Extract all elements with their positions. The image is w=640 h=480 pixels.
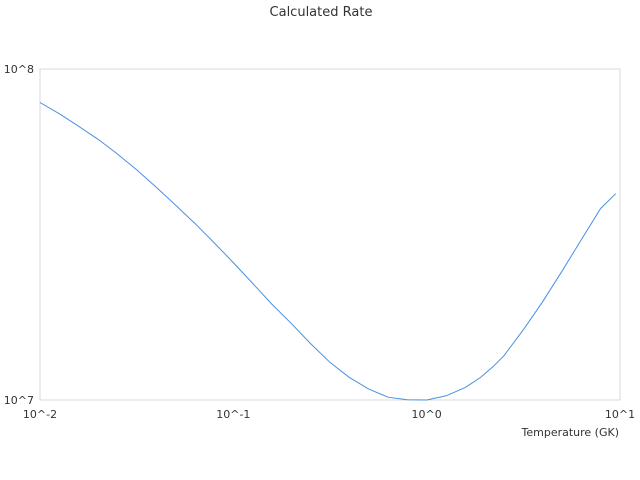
x-axis-ticks: 10^-2 10^-1 10^0 10^1 xyxy=(23,408,635,421)
chart-title: Calculated Rate xyxy=(270,5,373,20)
x-tick-label: 10^-2 xyxy=(23,408,57,421)
series-line xyxy=(39,102,617,401)
y-axis-ticks: 10^7 10^8 xyxy=(4,63,34,407)
plot-area-frame xyxy=(39,68,621,401)
y-tick-label: 10^7 xyxy=(4,394,34,407)
x-tick-label: 10^1 xyxy=(605,408,635,421)
y-tick-label: 10^8 xyxy=(4,63,34,76)
x-tick-label: 10^-1 xyxy=(216,408,250,421)
x-axis-label: Temperature (GK) xyxy=(521,426,620,439)
x-tick-label: 10^0 xyxy=(412,408,442,421)
